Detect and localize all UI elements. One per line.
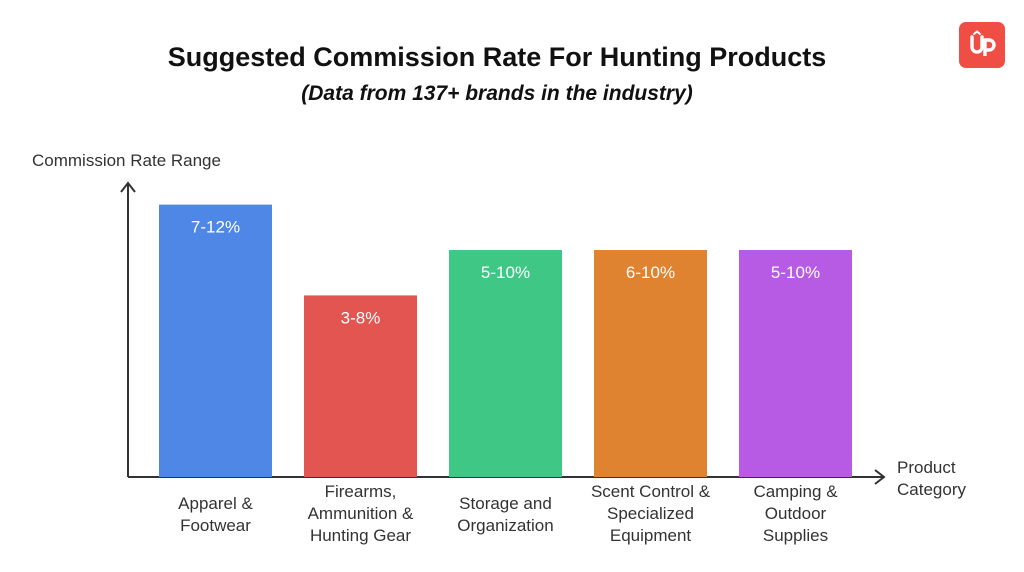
bar-data-label: 3-8% <box>341 308 381 327</box>
bar-data-label: 6-10% <box>626 263 675 282</box>
category-label: Organization <box>457 516 553 535</box>
bar <box>304 295 417 477</box>
chart-subtitle: (Data from 137+ brands in the industry) <box>301 82 693 105</box>
category-label: Supplies <box>763 526 828 545</box>
category-label: Camping & <box>753 482 838 501</box>
bar-data-label: 7-12% <box>191 218 240 237</box>
category-label: Firearms, <box>325 482 397 501</box>
bar <box>449 250 562 477</box>
bar <box>594 250 707 477</box>
x-axis-label: Category <box>897 480 966 499</box>
x-axis-arrow <box>874 469 886 485</box>
category-label: Hunting Gear <box>310 526 411 545</box>
bar-data-label: 5-10% <box>481 263 530 282</box>
bar-data-label: 5-10% <box>771 263 820 282</box>
y-axis-arrow <box>120 181 136 193</box>
category-label: Storage and <box>459 494 552 513</box>
x-axis-label: Product <box>897 458 956 477</box>
category-label: Specialized <box>607 504 694 523</box>
bar <box>739 250 852 477</box>
category-label: Outdoor <box>765 504 827 523</box>
category-label: Apparel & <box>178 494 253 513</box>
category-label: Ammunition & <box>308 504 414 523</box>
category-label: Scent Control & <box>591 482 711 501</box>
bar <box>159 204 272 477</box>
brand-logo <box>959 22 1005 68</box>
category-label: Equipment <box>610 526 692 545</box>
chart-title: Suggested Commission Rate For Hunting Pr… <box>167 42 827 72</box>
y-axis-label: Commission Rate Range <box>32 151 221 170</box>
up-logo-icon <box>970 30 996 56</box>
category-label: Footwear <box>180 516 251 535</box>
